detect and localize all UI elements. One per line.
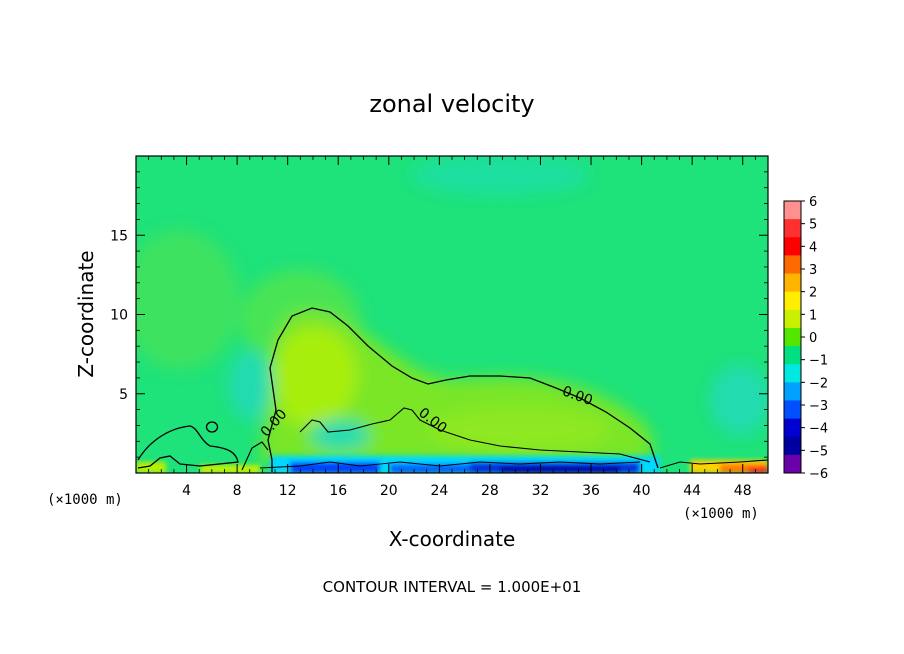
colorbar-segment: [784, 346, 801, 365]
colorbar-segment: [784, 219, 801, 238]
x-tick-label: 28: [481, 483, 499, 499]
y-axis-label: Z-coordinate: [74, 250, 98, 377]
contour-line-surface: [259, 461, 641, 469]
colorbar-segment: [784, 201, 801, 220]
colorbar-label: 6: [809, 195, 817, 210]
x-tick-label: 36: [582, 483, 600, 499]
x-tick-label: 24: [430, 483, 448, 499]
y-axis-ticks: 5 10 15: [110, 171, 768, 458]
contour-line-right: [659, 459, 768, 469]
colorbar-label: −6: [809, 467, 828, 482]
colorbar-label: −3: [809, 399, 828, 414]
contour-line-inner: [299, 407, 651, 463]
colorbar-segment: [784, 382, 801, 401]
y-tick-label: 5: [119, 387, 128, 403]
colorbar-label: 0: [809, 331, 817, 346]
y-tick-label: 10: [110, 308, 128, 324]
colorbar-label: 4: [809, 240, 817, 255]
contour-line-closed: [205, 421, 219, 433]
colorbar-label: 1: [809, 308, 817, 323]
x-tick-label: 40: [633, 483, 651, 499]
colorbar-label: −2: [809, 376, 828, 391]
colorbar: 6 5 4 3 2 1 0 −1 −2 −3 −4 −5 −6: [783, 195, 828, 482]
colorbar-label: −1: [809, 354, 828, 369]
heatmap-field: [136, 156, 768, 473]
colorbar-segment: [784, 327, 801, 347]
colorbar-label: −4: [809, 422, 828, 437]
chart-title: zonal velocity: [369, 90, 534, 118]
x-tick-label: 44: [683, 483, 701, 499]
contour-line-main: [267, 307, 659, 472]
x-axis-ticks: 4 8 12 16 20 24 28 32 36 40 44 48: [148, 156, 756, 499]
colorbar-segment: [784, 436, 801, 456]
x-tick-label: 16: [329, 483, 347, 499]
colorbar-segment: [784, 237, 801, 256]
x-tick-label: 32: [532, 483, 550, 499]
colorbar-segment: [784, 255, 801, 275]
colorbar-segment: [784, 364, 801, 383]
x-unit-label-right: (×1000 m): [683, 506, 759, 522]
x-tick-label: 12: [279, 483, 297, 499]
x-tick-label: 20: [380, 483, 398, 499]
colorbar-segment: [784, 291, 801, 311]
colorbar-segment: [784, 454, 801, 474]
colorbar-segment: [784, 309, 801, 329]
colorbar-segment: [784, 400, 801, 420]
x-tick-label: 4: [182, 483, 191, 499]
colorbar-label: −5: [809, 444, 828, 459]
contour-line-left: [137, 425, 239, 469]
colorbar-segment: [784, 273, 801, 293]
y-tick-label: 15: [110, 228, 128, 244]
colorbar-label: 5: [809, 218, 817, 233]
x-tick-label: 8: [233, 483, 242, 499]
x-unit-label-left: (×1000 m): [47, 492, 123, 508]
x-axis-label: X-coordinate: [389, 527, 516, 551]
x-tick-label: 48: [734, 483, 752, 499]
colorbar-label: 3: [809, 263, 817, 278]
contour-line-small: [241, 441, 269, 471]
colorbar-label: 2: [809, 286, 817, 301]
contour-interval-note: CONTOUR INTERVAL = 1.000E+01: [323, 578, 582, 596]
colorbar-segment: [784, 418, 801, 438]
